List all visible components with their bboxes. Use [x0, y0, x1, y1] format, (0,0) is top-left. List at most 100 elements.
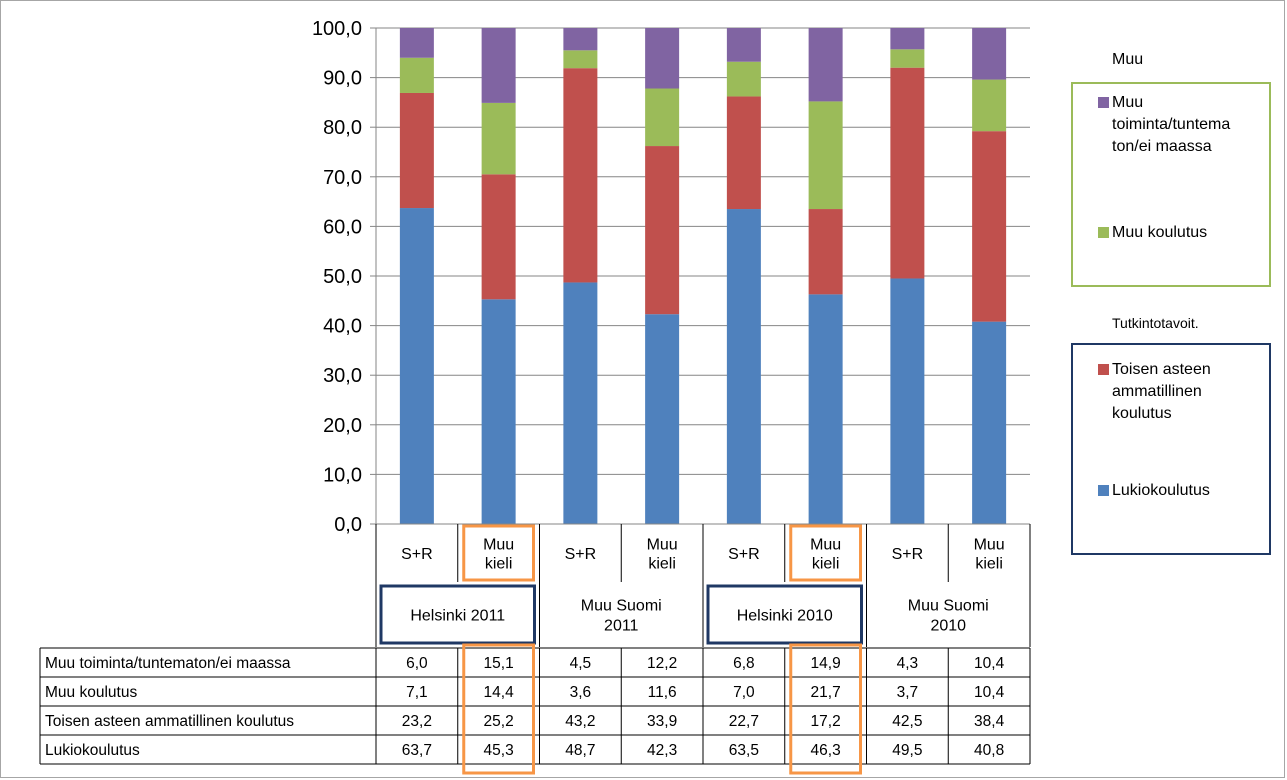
bar-segment-2: [645, 146, 680, 315]
category-label: Muu: [647, 537, 678, 554]
table-cell: 10,4: [974, 684, 1005, 701]
table-cell: 46,3: [811, 742, 841, 759]
table-row-label: Toisen asteen ammatillinen koulutus: [45, 713, 294, 730]
table-cell: 4,3: [897, 655, 919, 672]
category-label: kieli: [485, 556, 513, 573]
table-cell: 63,5: [729, 742, 759, 759]
legend-label: koulutus: [1112, 405, 1172, 422]
bar-segment-3: [808, 101, 843, 210]
bar-segment-1: [563, 282, 598, 524]
legend-label: Toisen asteen: [1112, 361, 1211, 378]
table-cell: 4,5: [570, 655, 592, 672]
bar-segment-4: [481, 28, 516, 103]
bar-segment-2: [890, 67, 925, 279]
bar-segment-2: [972, 131, 1007, 322]
table-row-label: Lukiokoulutus: [45, 742, 140, 759]
bar-segment-1: [481, 299, 516, 524]
table-cell: 10,4: [974, 655, 1005, 672]
group-label: 2010: [930, 618, 966, 635]
legend-swatch: [1098, 227, 1109, 238]
bar-segment-2: [399, 92, 434, 209]
table-row-label: Muu koulutus: [45, 684, 137, 701]
table-row-label: Muu toiminta/tuntematon/ei maassa: [45, 655, 291, 672]
bar-segment-3: [645, 88, 680, 147]
bar-segment-2: [481, 174, 516, 300]
category-label: Muu: [810, 537, 841, 554]
bar-segment-4: [808, 28, 843, 102]
bar-segment-4: [399, 28, 434, 58]
table-cell: 25,2: [484, 713, 514, 730]
y-tick-label: 90,0: [323, 68, 362, 90]
group-label: Helsinki 2010: [737, 608, 833, 625]
column-highlight-box: [462, 524, 535, 582]
table-cell: 12,2: [647, 655, 677, 672]
table-cell: 42,5: [892, 713, 922, 730]
bar-segment-4: [972, 28, 1007, 80]
table-cell: 6,0: [406, 655, 428, 672]
legend-label: Muu koulutus: [1112, 224, 1207, 241]
group-label: Helsinki 2011: [410, 608, 505, 625]
column-highlight-box: [462, 643, 535, 775]
category-label: kieli: [648, 556, 676, 573]
table-cell: 23,2: [402, 713, 432, 730]
bar-segment-3: [399, 57, 434, 93]
y-tick-label: 100,0: [312, 18, 362, 40]
table-cell: 42,3: [647, 742, 677, 759]
group-label: 2011: [604, 618, 639, 635]
category-label: kieli: [975, 556, 1003, 573]
category-label: S+R: [728, 546, 760, 563]
legend-title-muu: Muu: [1112, 51, 1143, 68]
bar-segment-1: [726, 209, 761, 525]
y-tick-label: 40,0: [323, 316, 362, 338]
group-label: Muu Suomi: [581, 598, 662, 615]
group-highlight-box: [379, 584, 536, 645]
bar-segment-4: [563, 28, 598, 51]
legend-title-tutkinto: Tutkintotavoit.: [1112, 315, 1199, 331]
bar-segment-3: [481, 102, 516, 175]
bar-segment-1: [808, 294, 843, 524]
table-cell: 43,2: [565, 713, 595, 730]
table-cell: 33,9: [647, 713, 677, 730]
bar-segment-3: [890, 49, 925, 68]
legend-label: Lukiokoulutus: [1112, 482, 1210, 499]
y-tick-label: 30,0: [323, 365, 362, 387]
legend-label: Muu: [1112, 94, 1143, 111]
table-cell: 11,6: [648, 684, 677, 701]
table-cell: 17,2: [811, 713, 841, 730]
bar-segment-3: [563, 50, 598, 69]
bar-segment-3: [726, 61, 761, 97]
bar-segment-1: [890, 278, 925, 524]
bar-segment-1: [972, 321, 1007, 524]
legend-label: ton/ei maassa: [1112, 138, 1212, 155]
legend-swatch: [1098, 364, 1109, 375]
y-tick-label: 10,0: [323, 464, 362, 486]
table-cell: 3,7: [897, 684, 919, 701]
table-cell: 22,7: [729, 713, 759, 730]
table-cell: 40,8: [974, 742, 1004, 759]
y-tick-label: 0,0: [334, 514, 362, 536]
category-label: S+R: [401, 546, 433, 563]
bar-segment-4: [645, 28, 680, 89]
table-cell: 21,7: [811, 684, 841, 701]
table-cell: 7,0: [733, 684, 755, 701]
bar-segment-2: [808, 209, 843, 295]
category-label: S+R: [892, 546, 924, 563]
bar-segment-1: [645, 314, 680, 524]
y-tick-label: 60,0: [323, 216, 362, 238]
table-cell: 14,9: [811, 655, 841, 672]
table-cell: 48,7: [565, 742, 595, 759]
legend-box-muu: [1071, 82, 1271, 287]
group-label: Muu Suomi: [908, 598, 989, 615]
y-tick-label: 70,0: [323, 167, 362, 189]
y-tick-label: 80,0: [323, 117, 362, 139]
bar-segment-4: [726, 28, 761, 62]
bar-segment-4: [890, 28, 925, 50]
legend-label: ammatillinen: [1112, 383, 1202, 400]
category-label: kieli: [812, 556, 840, 573]
y-tick-label: 20,0: [323, 415, 362, 437]
bar-segment-1: [399, 208, 434, 524]
bar-segment-2: [563, 68, 598, 283]
legend-swatch: [1098, 97, 1109, 108]
